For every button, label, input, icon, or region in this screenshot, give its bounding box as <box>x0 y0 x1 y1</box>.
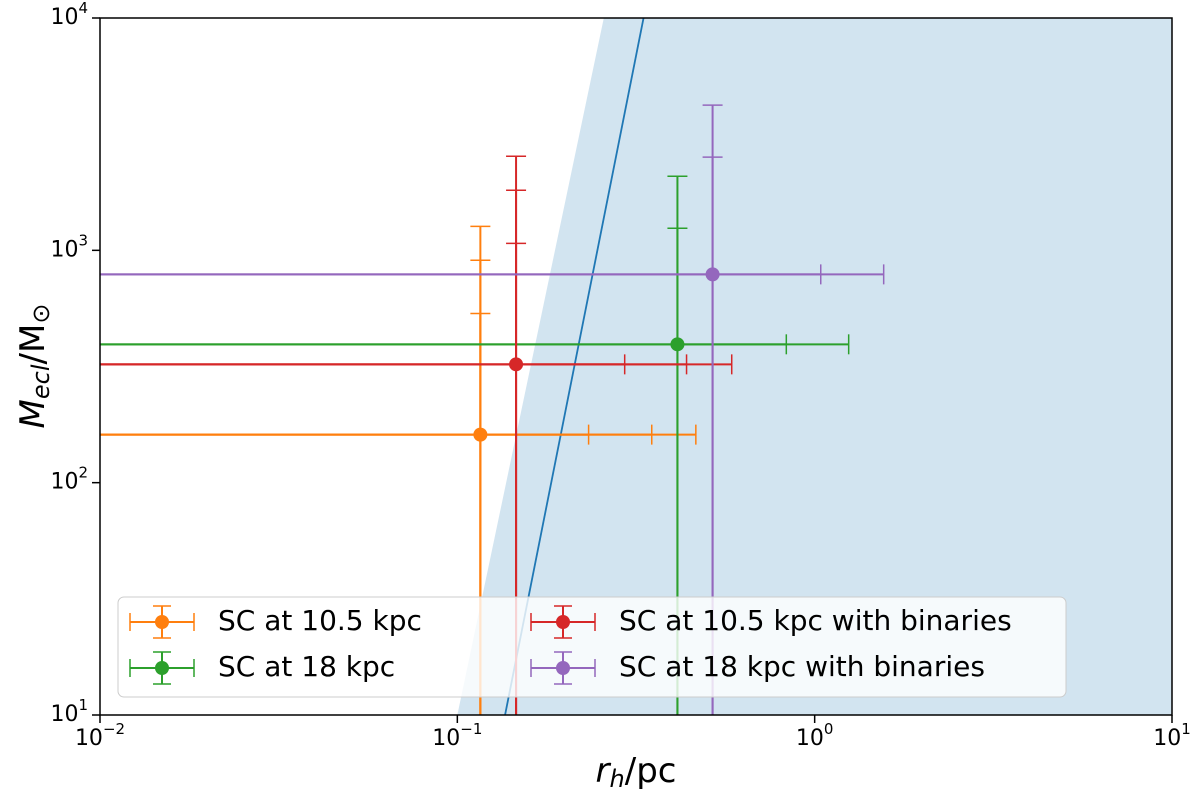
x-tick-base: 10 <box>1153 726 1181 751</box>
y-tick-exp: 3 <box>78 231 88 249</box>
legend-label: SC at 18 kpc <box>218 650 395 683</box>
x-tick-label: 10−1 <box>432 720 482 752</box>
legend-label: SC at 10.5 kpc <box>218 604 422 637</box>
y-tick-base: 10 <box>50 5 78 30</box>
y-label-sub: ecl <box>27 364 55 399</box>
y-tick-base: 10 <box>50 470 78 495</box>
legend-label: SC at 10.5 kpc with binaries <box>619 604 1012 637</box>
y-label-rest: /M <box>13 324 53 365</box>
y-tick-label: 104 <box>50 0 88 30</box>
point <box>473 427 488 442</box>
plot-area <box>100 18 1172 715</box>
legend-marker <box>556 615 570 629</box>
y-tick-label: 102 <box>50 463 88 495</box>
x-tick-exp: −1 <box>460 720 482 738</box>
y-tick-label: 101 <box>50 696 88 728</box>
x-tick-exp: 1 <box>1181 720 1191 738</box>
legend-marker <box>155 615 169 629</box>
y-tick-label: 103 <box>50 231 88 262</box>
y-tick-exp: 4 <box>78 0 88 17</box>
y-tick-exp: 1 <box>78 696 88 714</box>
y-tick-exp: 2 <box>78 463 88 481</box>
legend-label: SC at 18 kpc with binaries <box>619 650 985 683</box>
x-tick-base: 10 <box>75 726 103 751</box>
x-tick-exp: 0 <box>824 720 834 738</box>
point <box>509 357 524 372</box>
x-tick-exp: −2 <box>103 720 125 738</box>
x-label-sub: h <box>610 765 625 793</box>
x-axis-label: rh/pc <box>596 751 677 794</box>
x-tick-label: 10−2 <box>75 720 125 752</box>
x-tick-label: 100 <box>796 720 834 752</box>
y-label-main: M <box>13 399 53 428</box>
x-tick-base: 10 <box>432 726 460 751</box>
region <box>457 18 1172 715</box>
point <box>670 337 685 352</box>
y-axis-label: Mecl/M⊙ <box>13 304 56 429</box>
y-tick-base: 10 <box>50 237 78 262</box>
legend-marker <box>556 661 570 675</box>
x-label-rest: /pc <box>625 751 677 791</box>
axes-frame <box>99 17 1173 716</box>
x-tick-label: 101 <box>1153 720 1191 752</box>
x-label-main: r <box>596 751 612 791</box>
legend-marker <box>155 661 169 675</box>
legend-box <box>117 596 1067 698</box>
y-label-sun: ⊙ <box>27 304 55 324</box>
y-tick-base: 10 <box>50 702 78 727</box>
point <box>705 267 720 282</box>
x-tick-base: 10 <box>796 726 824 751</box>
